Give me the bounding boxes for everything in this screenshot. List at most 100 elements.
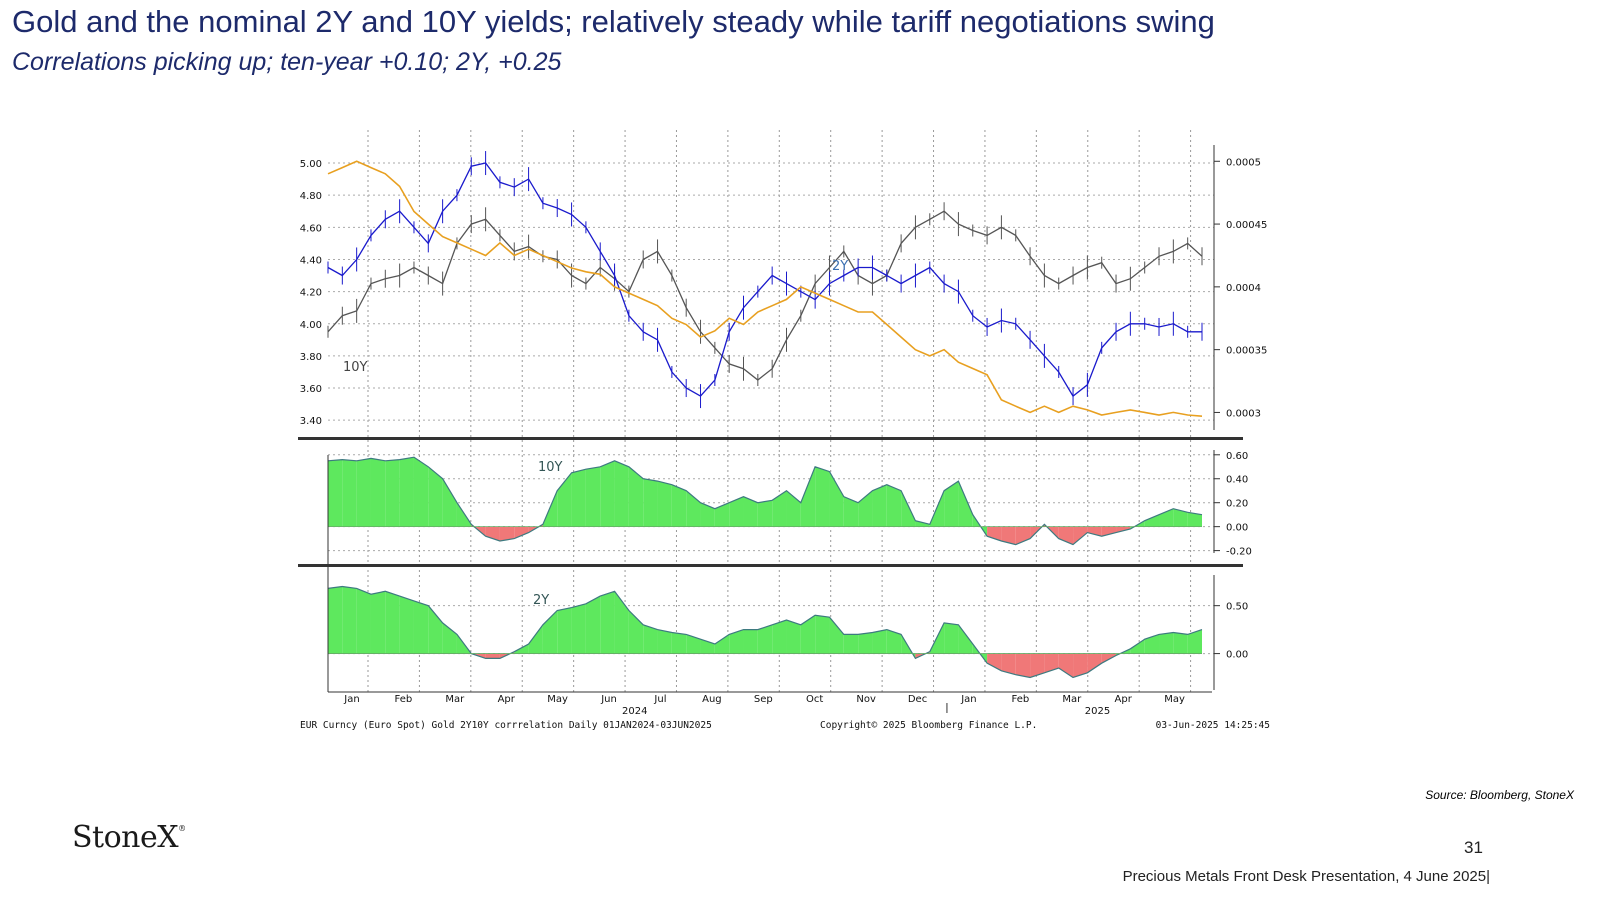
two-year-correlation-label: 2Y (533, 593, 549, 608)
two-year-correlation-area (356, 588, 371, 654)
ten-year-correlation-area (786, 490, 801, 527)
two-year-correlation-area (557, 607, 572, 654)
ten-year-label: 10Y (343, 360, 368, 375)
ten-year-correlation-area (499, 526, 515, 542)
ten-year-correlation-area (757, 500, 773, 527)
two-year-label: 2Y (832, 259, 848, 274)
yield-panel: 10Y 2Y (327, 151, 1203, 417)
ten-year-correlation-area (428, 466, 443, 527)
ten-year-correlation-area (385, 459, 400, 527)
ten-year-correlation-area (671, 484, 687, 527)
ten-year-correlation-area (1073, 526, 1088, 545)
ten-year-correlation-area (1159, 508, 1174, 527)
chart-footer-left: EUR Curncy (Euro Spot) Gold 2Y10Y corrre… (300, 720, 712, 731)
ten-year-correlation-area (1015, 526, 1031, 545)
two-year-correlation-area (370, 591, 386, 654)
two-year-correlation-area (571, 603, 586, 654)
ten-year-correlation-area (829, 471, 844, 527)
month-tick-label: Apr (498, 694, 516, 705)
two-year-correlation-area (829, 617, 844, 654)
two-year-correlation-area (528, 624, 543, 654)
two-year-correlation-area (1001, 653, 1016, 675)
ten-year-correlation-area (1101, 526, 1117, 537)
left-axis-tick: 4.20 (300, 288, 322, 299)
bloomberg-chart: 10Y 2Y 10Y 2Y Jan Feb Mar Apr May Jun Jul Aug Sep… (298, 130, 1270, 731)
right-axis-tick: 0.00035 (1226, 346, 1267, 357)
two-year-correlation-area (958, 624, 973, 654)
month-tick-label: Feb (1011, 694, 1029, 705)
two-year-correlation-area (399, 596, 414, 654)
two-year-correlation-area (743, 629, 758, 654)
ten-year-correlation-area (370, 458, 386, 527)
ten-year-correlation-area (485, 526, 500, 542)
ten-year-correlation-area (743, 496, 758, 527)
month-tick-label: Sep (754, 694, 773, 705)
ten-year-series-line (327, 210, 1203, 381)
chart-copyright: Copyright© 2025 Bloomberg Finance L.P. (820, 720, 1037, 731)
month-tick-label: Mar (445, 694, 465, 705)
left-axis-tick: 4.00 (300, 320, 322, 331)
month-tick-label: Feb (395, 694, 413, 705)
stonex-logo: StoneX® (72, 820, 186, 855)
month-tick-label: Nov (856, 694, 876, 705)
panel-separator (298, 564, 1243, 567)
ten-year-correlation-tick: 0.60 (1226, 451, 1248, 462)
ten-year-correlation-area (600, 460, 615, 527)
two-year-correlation-area (643, 624, 658, 654)
ten-year-correlation-area (1087, 526, 1102, 537)
left-axis-tick: 4.80 (300, 191, 322, 202)
page-subtitle: Correlations picking up; ten-year +0.10;… (12, 48, 562, 76)
two-year-correlation-area (757, 624, 773, 654)
presentation-footer: Precious Metals Front Desk Presentation,… (1122, 868, 1490, 885)
ten-year-correlation-area (901, 490, 916, 527)
ten-year-correlation-area (514, 526, 529, 539)
ten-year-correlation-area (342, 459, 357, 527)
ten-year-correlation-area (772, 490, 787, 527)
two-year-correlation-area (1073, 653, 1088, 678)
ten-year-correlation-label: 10Y (538, 460, 563, 475)
chart-grid (328, 130, 1214, 693)
ten-year-correlation-area (958, 481, 973, 527)
ten-year-correlation-area (1173, 508, 1188, 527)
ten-year-correlation-area (1058, 526, 1074, 545)
ten-year-correlation-area (700, 502, 715, 527)
two-year-correlation-area (485, 653, 500, 659)
source-note: Source: Bloomberg, StoneX (1425, 788, 1574, 802)
two-year-correlation-area (1058, 653, 1074, 678)
two-year-correlation-area (1187, 629, 1202, 654)
two-year-correlation-area (614, 591, 629, 654)
ten-year-correlation-area (886, 484, 902, 527)
two-year-correlation-area (671, 632, 687, 654)
ten-year-correlation-area (1001, 526, 1016, 545)
two-year-correlation-area (585, 596, 601, 654)
month-tick-label: May (1164, 694, 1185, 705)
ten-year-correlation-area (944, 481, 959, 527)
two-year-correlation-area (428, 605, 443, 654)
two-year-correlation-area (1030, 653, 1045, 678)
ten-year-correlation-area (657, 481, 672, 527)
ten-year-correlation-area (628, 466, 644, 527)
ten-year-correlation-area (686, 490, 701, 527)
ten-year-correlation-area (571, 469, 586, 527)
ten-year-correlation-area (858, 490, 873, 527)
two-year-correlation-line (327, 585, 1203, 679)
two-year-correlation-area (858, 632, 873, 654)
ten-year-correlation-area (413, 457, 429, 527)
chart-timestamp: 03-Jun-2025 14:25:45 (1156, 720, 1270, 731)
month-tick-label: Aug (702, 694, 722, 705)
ten-year-correlation-area (1187, 512, 1202, 527)
ten-year-correlation-area (1044, 524, 1059, 539)
two-year-correlation-area (442, 622, 457, 654)
two-year-correlation-area (843, 634, 859, 654)
two-year-correlation-area (772, 620, 787, 654)
ten-year-correlation-area (843, 496, 859, 527)
ten-year-correlation-area (1030, 524, 1045, 539)
month-tick-label: Dec (908, 694, 927, 705)
two-year-correlation-area (729, 629, 744, 654)
ten-year-correlation-area (714, 502, 730, 527)
year-label: 2024 (622, 706, 647, 717)
right-axis-tick: 0.0005 (1226, 157, 1261, 168)
left-axis-tick: 5.00 (300, 159, 322, 170)
two-year-correlation-area (944, 622, 959, 654)
two-year-correlation-area (385, 591, 400, 654)
